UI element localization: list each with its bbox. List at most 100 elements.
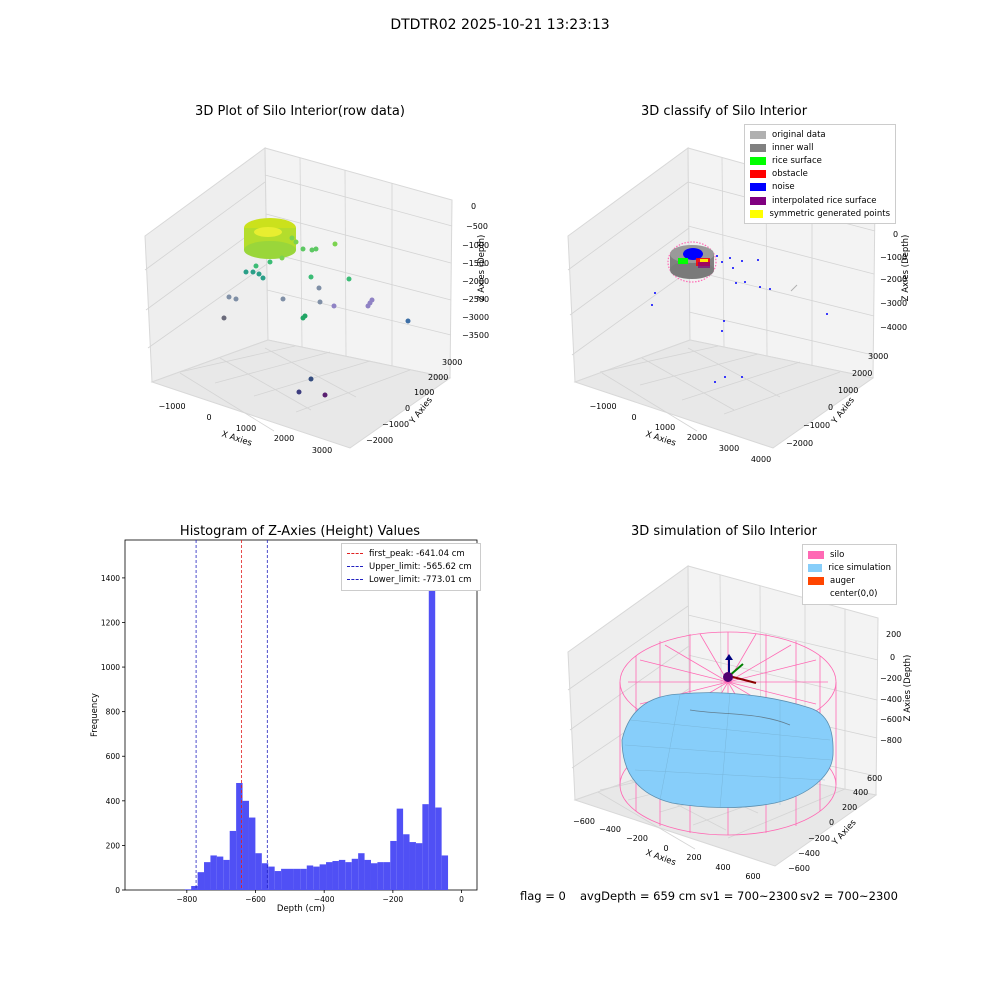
noise-point: [721, 261, 723, 263]
legend-entry: auger: [808, 574, 891, 587]
plot1-gridlines: [144, 157, 453, 432]
legend-entry: symmetric generated points: [750, 207, 890, 220]
legend-entry: rice simulation: [808, 561, 891, 574]
histogram-bar: [223, 859, 230, 890]
histogram-frame: [124, 539, 478, 891]
plot2-xtick: 2000: [687, 433, 707, 442]
plot1-xtick: 3000: [312, 446, 332, 455]
data-point: [293, 239, 299, 245]
histogram-bar: [441, 855, 449, 890]
legend-swatch: [750, 130, 766, 139]
noise-point: [654, 292, 656, 294]
plot2-noise-cluster: [683, 248, 703, 260]
legend-entry: obstacle: [750, 168, 890, 181]
plot3-xtick: 600: [745, 872, 760, 881]
histogram-bar: [422, 804, 429, 890]
histogram-ytick-label: 400: [106, 797, 121, 806]
data-point: [296, 389, 302, 395]
plot1-ytick: −1000: [382, 420, 409, 429]
data-point: [322, 392, 328, 398]
data-point: [279, 255, 285, 261]
plot2-legend: original data inner wall rice surface ob…: [744, 124, 896, 225]
plot2-xtick: 1000: [655, 423, 675, 432]
noise-point: [724, 376, 726, 378]
plot3-ytick: 400: [853, 788, 868, 797]
plot1-ztick: −500: [466, 222, 488, 231]
legend-swatch: [750, 196, 766, 205]
noise-point: [744, 281, 746, 283]
legend-entry: silo: [808, 548, 891, 561]
noise-point: [714, 381, 716, 383]
histogram-xtick-label: −400: [314, 895, 335, 904]
legend-label: auger: [830, 575, 855, 586]
histogram-bar: [338, 859, 346, 890]
histogram-ytick-label: 200: [106, 841, 121, 850]
legend-label: first_peak: -641.04 cm: [369, 548, 465, 559]
noise-point: [769, 288, 771, 290]
histogram-bar: [313, 866, 320, 890]
plot1-xtick: −1000: [158, 402, 185, 411]
plot1-points: [221, 218, 411, 398]
histogram-bar: [351, 858, 359, 890]
plot1-ztick: −3500: [462, 331, 489, 340]
plot1-floor-pane: [150, 339, 452, 449]
plot1-ytick: −2000: [366, 436, 393, 445]
data-point: [253, 263, 259, 269]
plot3-xtick: 200: [686, 853, 701, 862]
histogram-bar: [242, 800, 249, 890]
legend-entry: Upper_limit: -565.62 cm: [347, 560, 475, 573]
legend-label: rice surface: [772, 155, 822, 166]
plot3-center-marker: [723, 654, 757, 684]
legend-label: obstacle: [772, 169, 808, 180]
legend-entry: Lower_limit: -773.01 cm: [347, 573, 475, 586]
legend-swatch: [750, 156, 766, 165]
histogram-legend: first_peak: -641.04 cm Upper_limit: -565…: [341, 543, 481, 591]
histogram-ytick-label: 600: [106, 752, 121, 761]
data-point: [226, 294, 232, 300]
plot3-ytick: 200: [842, 803, 857, 812]
plot2-ytick: 1000: [838, 386, 858, 395]
plot1-ytick: 1000: [414, 388, 434, 397]
legend-entry: inner wall: [750, 141, 890, 154]
noise-point: [826, 313, 828, 315]
plot3-ztick: −200: [880, 674, 902, 683]
histogram-bar: [345, 862, 352, 890]
plot1-ring-inner: [254, 227, 282, 237]
histogram-bar: [409, 842, 416, 890]
legend-entry: interpolated rice surface: [750, 194, 890, 207]
data-point: [243, 269, 249, 275]
plot2-xtick: 4000: [751, 455, 771, 464]
histogram-bar: [390, 840, 397, 890]
legend-entry: original data: [750, 128, 890, 141]
data-point: [260, 275, 266, 281]
plot2-rice-surface: [678, 258, 688, 264]
data-point: [280, 296, 286, 302]
plot3-title: 3D simulation of Silo Interior: [631, 524, 817, 539]
plot3-ztick: 200: [886, 630, 901, 639]
plot2-ytick: −2000: [786, 439, 813, 448]
histogram-bar: [435, 807, 442, 890]
plot2-title: 3D classify of Silo Interior: [640, 104, 808, 119]
histogram-ylabel: Frequency: [90, 693, 100, 737]
histogram-bar: [216, 856, 224, 890]
data-point: [267, 259, 273, 265]
noise-point: [759, 286, 761, 288]
plot2-points: [651, 241, 828, 383]
plot2-gridlines: [567, 157, 876, 432]
noise-point: [732, 267, 734, 269]
legend-label: original data: [772, 129, 826, 140]
histogram-ytick-label: 1200: [101, 618, 120, 627]
data-point: [233, 296, 239, 302]
legend-label: center(0,0): [830, 589, 878, 600]
legend-label: silo: [830, 549, 845, 560]
plot1-zlabel: Z Axies (Depth): [477, 235, 487, 302]
histogram-bar: [229, 830, 237, 890]
legend-line: [347, 566, 363, 568]
histogram-bar: [236, 782, 243, 890]
noise-point: [721, 330, 723, 332]
histogram-bar: [364, 859, 371, 890]
plot2-ytick: 2000: [852, 369, 872, 378]
legend-label: symmetric generated points: [769, 208, 890, 219]
legend-swatch: [808, 563, 823, 572]
